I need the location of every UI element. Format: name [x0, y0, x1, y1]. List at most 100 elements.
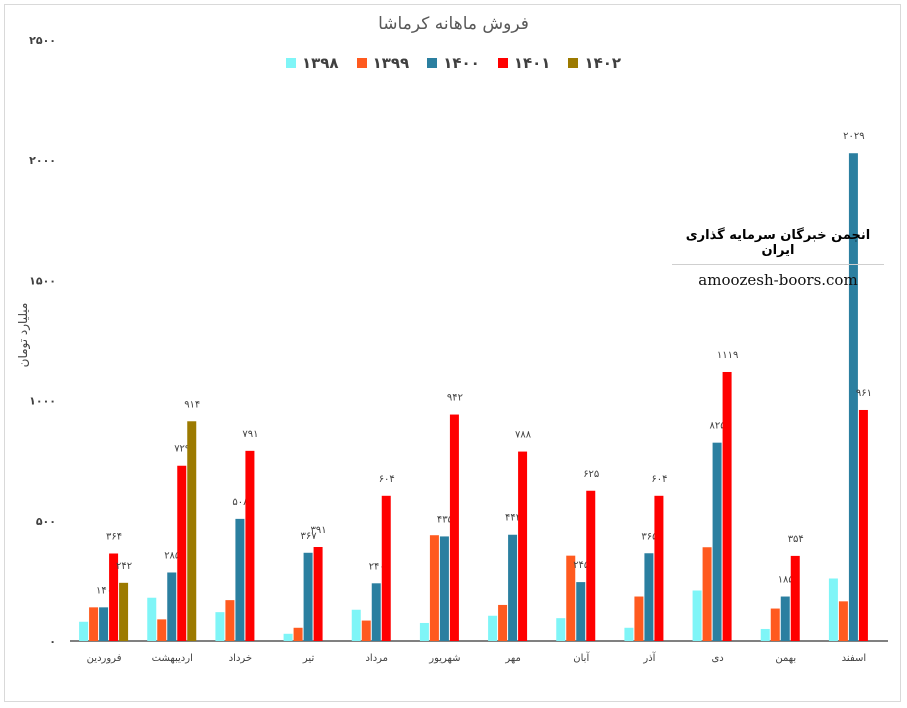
data-label: ۹۱۴: [184, 399, 200, 410]
legend-swatch: [285, 58, 296, 68]
bar: [167, 572, 177, 641]
x-tick-label: اسفند: [842, 653, 866, 664]
bar: [147, 597, 157, 641]
legend-item: ۱۳۹۹: [356, 54, 410, 72]
bar: [187, 421, 197, 641]
x-tick-label: مهر: [504, 653, 520, 664]
bar: [770, 608, 780, 641]
bar: [838, 601, 848, 641]
data-label: ۸۲۵: [710, 421, 726, 432]
x-tick-label: شهریور: [428, 653, 460, 664]
bar: [760, 628, 770, 641]
bar: [644, 553, 654, 641]
y-tick-label: ۰: [49, 635, 56, 648]
bar: [712, 442, 722, 641]
data-label: ۳۶۴: [106, 531, 122, 542]
chart-title: فروش ماهانه کرماشا: [378, 14, 529, 34]
y-tick-label: ۲۵۰۰: [29, 34, 56, 47]
legend-swatch: [427, 58, 438, 68]
data-label: ۷۲۹: [174, 444, 190, 455]
data-label: ۱۴۰: [96, 585, 112, 596]
bar: [518, 451, 528, 641]
bar: [586, 490, 596, 641]
legend-label: ۱۳۹۹: [372, 54, 410, 72]
watermark: انجمن خبرگان سرمایه گذاری ایران amoozesh…: [672, 228, 884, 289]
bar: [624, 627, 634, 641]
bar: [157, 619, 167, 641]
bar: [634, 596, 644, 641]
bar: [225, 600, 235, 641]
bar: [89, 607, 99, 641]
watermark-website: amoozesh-boors.com: [698, 271, 858, 289]
bar: [692, 590, 702, 641]
bar: [654, 495, 664, 641]
bar: [109, 553, 119, 641]
legend-label: ۱۴۰۱: [513, 54, 551, 72]
data-label: ۲۴۰: [369, 561, 385, 572]
bar: [119, 582, 129, 641]
bar: [419, 622, 429, 641]
data-label: ۶۰۴: [651, 474, 667, 485]
legend: ۱۳۹۸ ۱۳۹۹ ۱۴۰۰ ۱۴۰۱ ۱۴۰۲: [0, 54, 907, 72]
data-label: ۳۶۷: [301, 531, 318, 542]
bar: [488, 615, 498, 641]
data-label: ۲۸۵: [164, 550, 180, 561]
bar: [293, 627, 303, 641]
bar: [215, 612, 225, 641]
legend-item: ۱۴۰۲: [568, 54, 621, 72]
bar: [283, 633, 293, 641]
x-tick-label: مرداد: [365, 653, 388, 664]
data-label: ۴۴۲: [505, 513, 521, 524]
bar: [361, 620, 371, 641]
data-label: ۹۶۱: [856, 388, 872, 399]
x-tick-label: آذر: [642, 651, 656, 664]
bar: [371, 583, 381, 641]
data-label: ۷۸۸: [515, 430, 532, 441]
bar: [576, 582, 586, 641]
data-label: ۲۴۲: [116, 561, 132, 572]
x-tick-label: خرداد: [229, 653, 252, 664]
data-label: ۳۵۴: [788, 534, 804, 545]
legend-label: ۱۴۰۲: [584, 54, 622, 72]
bar: [79, 621, 89, 641]
bar: [566, 555, 576, 641]
data-label: ۵۰۸: [232, 497, 249, 508]
data-label: ۳۹۱: [311, 525, 327, 536]
legend-swatch: [568, 58, 579, 68]
data-label: ۹۴۲: [447, 393, 463, 404]
data-label: ۱۱۱۹: [717, 350, 738, 361]
y-tick-label: ۱۰۰۰: [29, 395, 56, 408]
y-tick-label: ۲۰۰۰: [29, 154, 56, 167]
bar: [449, 414, 459, 641]
bar: [381, 495, 391, 641]
data-label: ۴۳۵: [437, 514, 453, 525]
x-tick-label: آبان: [573, 651, 590, 664]
watermark-org-name: انجمن خبرگان سرمایه گذاری ایران: [672, 228, 884, 265]
bar: [780, 596, 790, 641]
data-label: ۶۲۵: [583, 469, 599, 480]
data-label: ۷۹۱: [242, 429, 258, 440]
bar: [303, 552, 313, 641]
legend-label: ۱۴۰۰: [443, 54, 480, 72]
bar: [498, 604, 508, 641]
bar: [351, 609, 361, 641]
bar: [848, 153, 858, 641]
x-tick-label: دی: [711, 653, 723, 664]
legend-swatch: [497, 58, 508, 68]
legend-item: ۱۴۰۱: [497, 54, 551, 72]
data-label: ۳۶۵: [641, 531, 657, 542]
y-tick-label: ۱۵۰۰: [29, 274, 56, 287]
y-tick-label: ۵۰۰: [36, 515, 56, 528]
x-tick-label: فروردین: [87, 653, 122, 664]
legend-swatch: [356, 58, 367, 68]
legend-label: ۱۳۹۸: [301, 54, 339, 72]
x-tick-label: تیر: [302, 653, 315, 664]
bar: [790, 555, 800, 641]
bar: [722, 371, 732, 641]
legend-item: ۱۴۰۰: [427, 54, 480, 72]
data-label: ۱۸۵: [778, 575, 794, 586]
bar: [556, 618, 566, 641]
bar: [235, 518, 245, 641]
bar: [99, 607, 109, 641]
